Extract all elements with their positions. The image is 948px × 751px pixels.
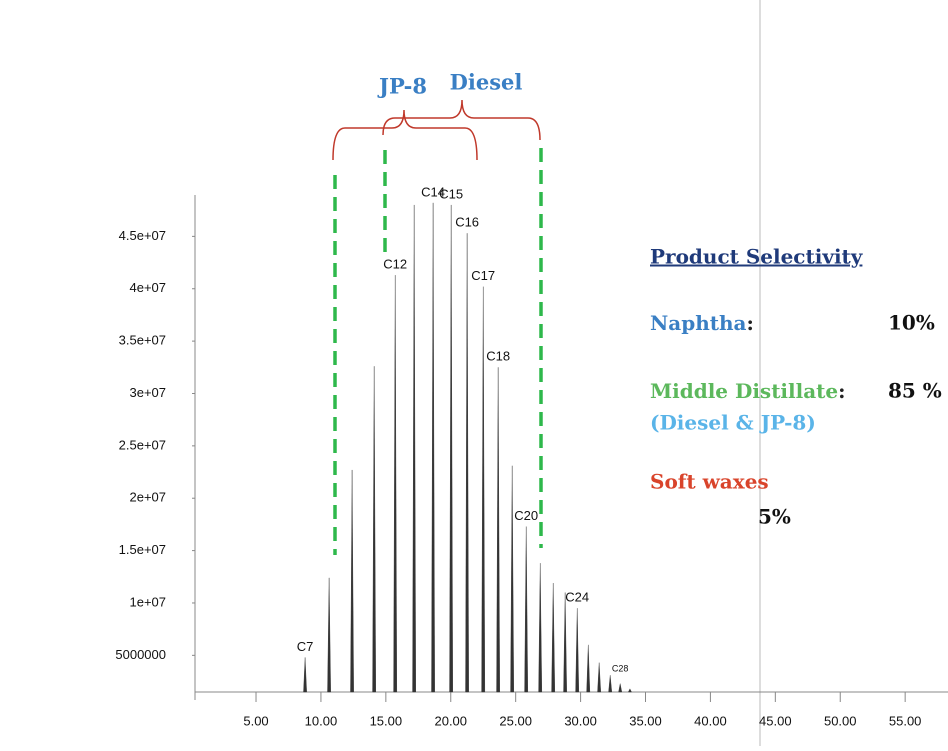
peak [413,205,416,692]
jp8-label: JP-8 [377,74,427,99]
item-value: 5% [758,505,791,529]
y-tick-label: 5000000 [115,647,166,662]
item-sep: : [838,379,845,403]
x-tick-label: 45.00 [759,713,792,728]
y-tick-label: 3e+07 [129,385,166,400]
peak [432,203,435,692]
y-tick-label: 1e+07 [129,594,166,609]
peak [482,287,485,692]
y-tick-label: 2e+07 [129,490,166,505]
peak [552,583,555,692]
x-tick-label: 20.00 [434,713,467,728]
item-note: (Diesel & JP-8) [650,411,816,435]
peak-label: C20 [514,508,538,523]
diesel-bracket [383,100,540,140]
selectivity-panel: Product Selectivity Naphtha: 10% Middle … [650,245,942,529]
peak [539,563,542,692]
peak [497,367,500,692]
item-value: 10% [888,311,935,335]
y-tick-label: 3.5e+07 [119,333,166,348]
peak [328,578,331,692]
peak-label: C17 [471,268,495,283]
peak-label: C24 [565,590,589,605]
x-tick-label: 30.00 [564,713,597,728]
x-tick-label: 40.00 [694,713,727,728]
item-label: Naphtha [650,311,747,335]
selectivity-title: Product Selectivity [650,245,864,269]
selectivity-row: Middle Distillate: [650,379,846,403]
peak [450,205,453,692]
peak [609,675,612,692]
x-tick-label: 35.00 [629,713,662,728]
x-tick-label: 10.00 [305,713,338,728]
peak-label: C15 [439,186,463,201]
x-tick-label: 50.00 [824,713,857,728]
peak [303,657,306,692]
peak [525,527,528,692]
peak [564,592,567,692]
peak [598,663,601,692]
peak [394,275,397,692]
item-label: Middle Distillate [650,379,838,403]
peak [511,466,514,692]
brackets [333,100,540,160]
y-tick-label: 4.5e+07 [119,228,166,243]
selectivity-row: Naphtha: [650,311,754,335]
chart: JP-8 Diesel Product Selectivity Naphtha:… [0,0,948,746]
peak [576,608,579,692]
item-value: 85 % [888,379,942,403]
x-tick-label: 15.00 [370,713,403,728]
peak [587,645,590,692]
cut-lines [335,148,541,555]
item-sep: : [747,311,754,335]
peak-label: C28 [612,664,629,674]
peak [619,684,622,692]
peak [466,233,469,692]
x-tick-label: 25.00 [499,713,532,728]
peak-label: C18 [486,349,510,364]
y-tick-label: 1.5e+07 [119,542,166,557]
diesel-label: Diesel [450,70,523,95]
peak [628,689,631,692]
peak-label: C16 [455,215,479,230]
peak [350,470,353,692]
peak [373,366,376,692]
peak-label: C12 [383,257,407,272]
peak-label: C7 [297,639,314,654]
y-tick-label: 4e+07 [129,280,166,295]
y-tick-label: 2.5e+07 [119,437,166,452]
x-tick-label: 55.00 [889,713,922,728]
item-label: Soft waxes [650,470,769,494]
page: {"chart_data": {"type": "stick", "x": [8… [0,0,948,746]
x-tick-label: 5.00 [243,713,268,728]
